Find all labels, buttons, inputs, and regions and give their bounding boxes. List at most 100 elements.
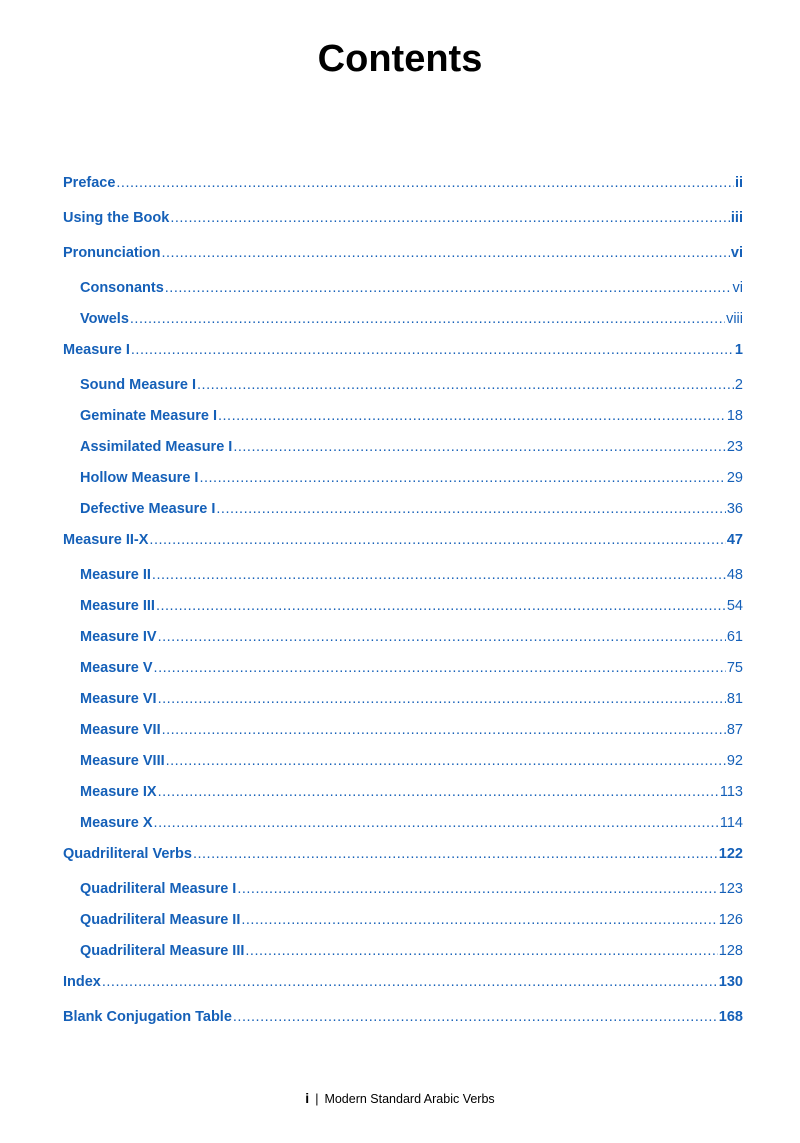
dot-leader (131, 335, 734, 366)
dot-leader (233, 432, 726, 463)
toc-entry-label: Sound Measure I (80, 377, 197, 393)
toc-entry[interactable]: Quadriliteral Measure III 128 (63, 936, 743, 967)
toc-entry-label: Vowels (80, 311, 129, 327)
dot-leader (199, 463, 725, 494)
toc-entry-label: Index (63, 974, 101, 990)
toc-entry[interactable]: Measure II 48 (63, 560, 743, 591)
toc-entry[interactable]: Consonants vi (63, 273, 743, 304)
page-number: i (305, 1090, 310, 1106)
toc-entry[interactable]: Measure VIII 92 (63, 746, 743, 777)
toc-entry[interactable]: Defective Measure I 36 (63, 494, 743, 525)
toc-entry-page: 126 (718, 912, 743, 928)
dot-leader (216, 494, 725, 525)
dot-leader (130, 304, 725, 335)
toc-entry[interactable]: Preface ii (63, 168, 743, 199)
toc-entry-page: vi (732, 280, 743, 296)
dot-leader (218, 401, 726, 432)
toc-entry[interactable]: Measure VII 87 (63, 715, 743, 746)
toc-entry-label: Measure IX (80, 784, 157, 800)
dot-leader (193, 839, 718, 870)
toc-entry[interactable]: Assimilated Measure I 23 (63, 432, 743, 463)
toc-entry-label: Consonants (80, 280, 164, 296)
toc-entry-page: 114 (719, 815, 743, 831)
toc-entry[interactable]: Index 130 (63, 967, 743, 998)
toc-entry-label: Using the Book (63, 210, 170, 226)
dot-leader (158, 684, 726, 715)
dot-leader (241, 905, 717, 936)
toc-entry-page: 130 (718, 974, 743, 990)
toc-entry-page: 168 (718, 1009, 743, 1025)
toc-entry[interactable]: Blank Conjugation Table 168 (63, 1002, 743, 1033)
toc-entry-page: 47 (726, 532, 743, 548)
toc-entry-label: Geminate Measure I (80, 408, 217, 424)
toc-entry-label: Preface (63, 175, 116, 191)
toc-entry-label: Defective Measure I (80, 501, 216, 517)
toc-entry[interactable]: Geminate Measure I 18 (63, 401, 743, 432)
toc-entry-label: Quadriliteral Measure III (80, 943, 245, 959)
toc-entry[interactable]: Measure V 75 (63, 653, 743, 684)
book-title: Modern Standard Arabic Verbs (324, 1092, 495, 1106)
toc-entry[interactable]: Measure I 1 (63, 335, 743, 366)
dot-leader (158, 622, 726, 653)
toc-entry[interactable]: Using the Book iii (63, 203, 743, 234)
toc-entry-label: Quadriliteral Verbs (63, 846, 192, 862)
toc-entry-label: Measure II (80, 567, 151, 583)
dot-leader (152, 560, 726, 591)
dot-leader (197, 370, 734, 401)
toc-entry-page: 29 (726, 470, 743, 486)
toc-entry-page: 18 (726, 408, 743, 424)
toc-entry[interactable]: Quadriliteral Measure I 123 (63, 874, 743, 905)
toc-entry-label: Measure VI (80, 691, 157, 707)
dot-leader (102, 967, 718, 998)
toc-entry[interactable]: Measure IX 113 (63, 777, 743, 808)
toc-entry-label: Measure V (80, 660, 153, 676)
toc-entry-page: 1 (734, 342, 743, 358)
toc-entry-label: Measure III (80, 598, 155, 614)
toc-entry-page: 87 (726, 722, 743, 738)
toc-entry-page: viii (726, 311, 743, 327)
toc-entry-page: 61 (726, 629, 743, 645)
toc-entry-page: 122 (718, 846, 743, 862)
toc-entry[interactable]: Measure III 54 (63, 591, 743, 622)
dot-leader (161, 238, 729, 269)
toc-entry[interactable]: Hollow Measure I 29 (63, 463, 743, 494)
dot-leader (166, 746, 726, 777)
toc-entry-page: iii (730, 210, 743, 226)
toc-entry-page: 123 (718, 881, 743, 897)
toc-entry-label: Measure VIII (80, 753, 165, 769)
dot-leader (154, 653, 726, 684)
toc-entry[interactable]: Measure II-X 47 (63, 525, 743, 556)
toc-entry-label: Measure VII (80, 722, 161, 738)
toc-entry-page: 128 (718, 943, 743, 959)
dot-leader (158, 777, 719, 808)
dot-leader (233, 1002, 718, 1033)
toc-entry-label: Measure IV (80, 629, 157, 645)
dot-leader (149, 525, 725, 556)
toc-entry-label: Measure II-X (63, 532, 149, 548)
toc-entry[interactable]: Sound Measure I 2 (63, 370, 743, 401)
toc-entry-page: 54 (726, 598, 743, 614)
toc-entry[interactable]: Measure VI 81 (63, 684, 743, 715)
toc-entry-page: vi (730, 245, 743, 261)
page-title: Contents (317, 38, 483, 80)
dot-leader (165, 273, 732, 304)
toc-entry[interactable]: Measure X 114 (63, 808, 743, 839)
toc-entry-page: 81 (726, 691, 743, 707)
page-footer: i | Modern Standard Arabic Verbs (0, 1090, 800, 1106)
toc-entry-label: Blank Conjugation Table (63, 1009, 232, 1025)
toc-entry[interactable]: Measure IV 61 (63, 622, 743, 653)
toc-entry-page: 113 (719, 784, 743, 800)
footer-separator: | (315, 1092, 319, 1106)
toc-entry-page: 92 (726, 753, 743, 769)
dot-leader (116, 168, 734, 199)
toc-entry-page: 75 (726, 660, 743, 676)
toc-entry-page: ii (734, 175, 743, 191)
toc-entry[interactable]: Quadriliteral Verbs 122 (63, 839, 743, 870)
toc-entry-page: 23 (726, 439, 743, 455)
toc-entry[interactable]: Vowels viii (63, 304, 743, 335)
toc-entry[interactable]: Quadriliteral Measure II 126 (63, 905, 743, 936)
dot-leader (154, 808, 719, 839)
toc-entry-label: Measure X (80, 815, 153, 831)
toc-entry[interactable]: Pronunciation vi (63, 238, 743, 269)
toc-entry-label: Quadriliteral Measure I (80, 881, 237, 897)
